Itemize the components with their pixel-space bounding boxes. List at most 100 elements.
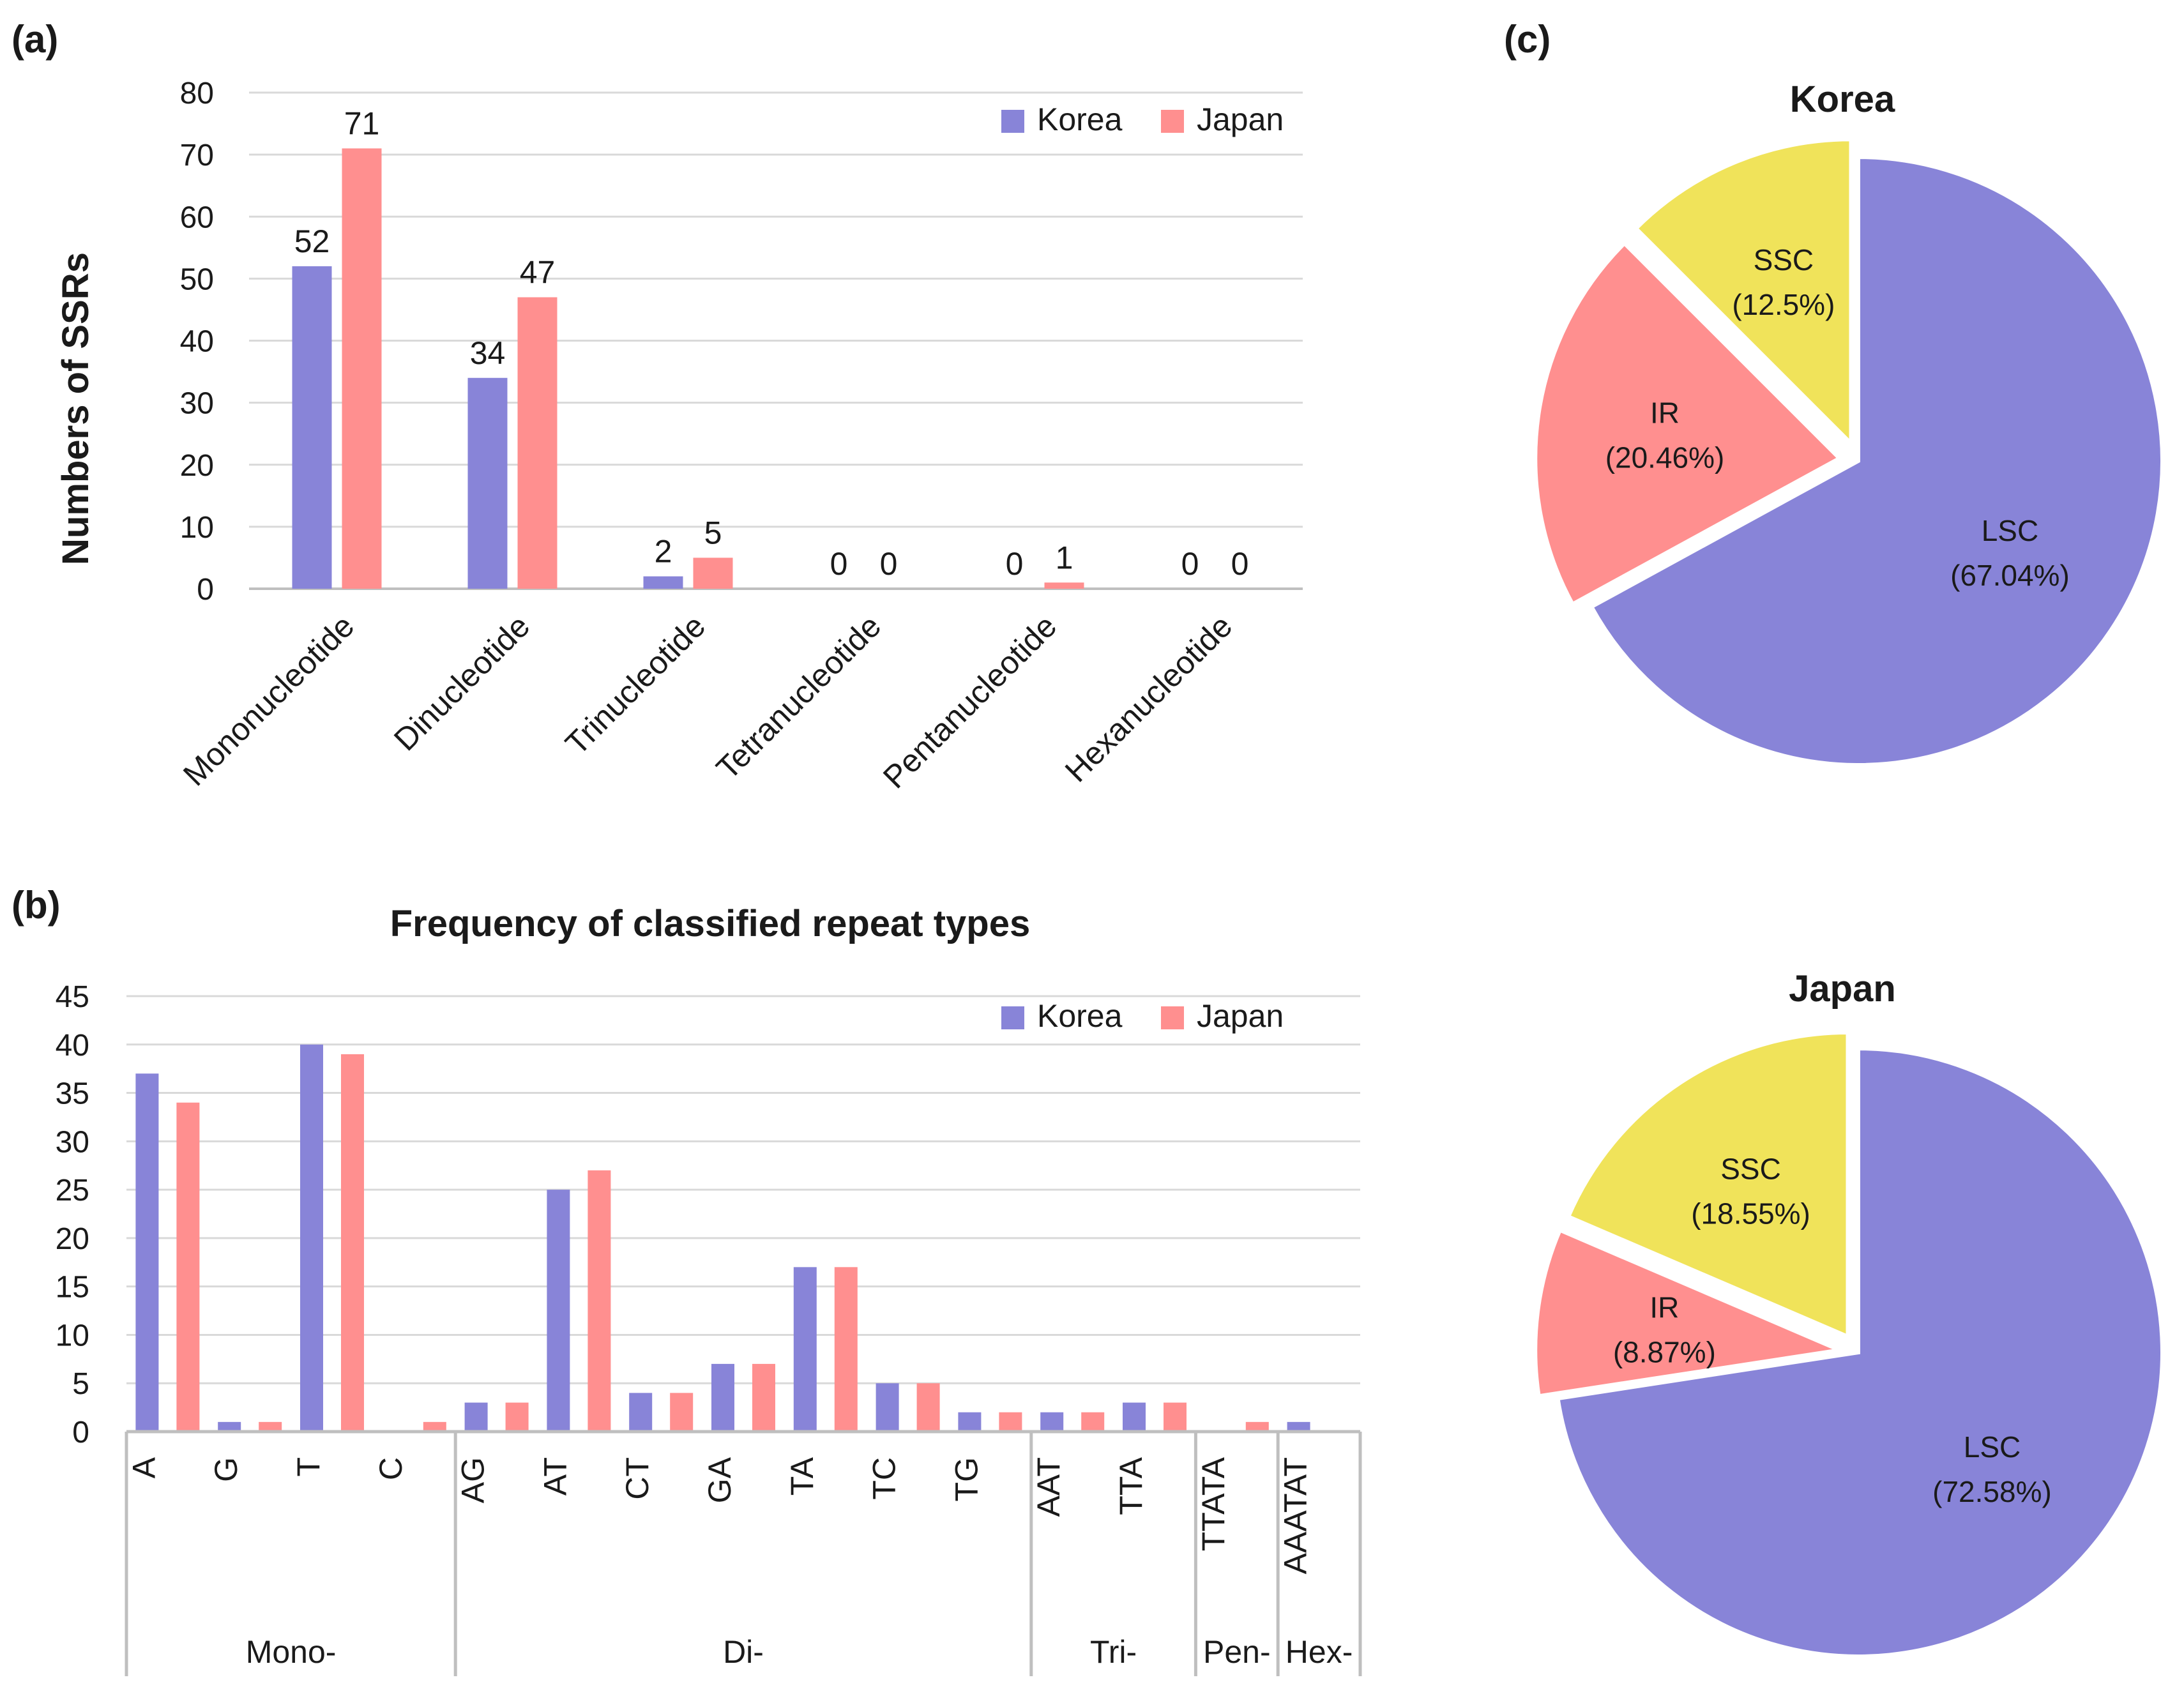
x-category-label: TG bbox=[948, 1457, 984, 1501]
pie-label: SSC bbox=[1754, 243, 1814, 276]
pie-slice-ir bbox=[1533, 1227, 1847, 1398]
y-tick-label: 10 bbox=[180, 511, 214, 545]
group-label: Hex- bbox=[1285, 1634, 1353, 1670]
chart-b-category-labels: A G T C AG AT CT GA TA TC TG AAT TTA TTATA AAATAT bbox=[126, 1457, 1313, 1574]
bar-korea-dinucleotide bbox=[467, 377, 508, 589]
bar-japan-tc bbox=[916, 1383, 940, 1432]
pie-korea: Korea LSC (67.04%) IR (20.46%) SSC (12.5%) bbox=[1533, 79, 2164, 767]
chart-b-gridlines bbox=[126, 995, 1360, 1433]
bar-korea-tta bbox=[1123, 1402, 1146, 1432]
y-tick-label: 45 bbox=[56, 980, 89, 1014]
data-label: 0 bbox=[1231, 546, 1249, 582]
bar-japan-tta bbox=[1164, 1402, 1187, 1432]
y-tick-label: 15 bbox=[56, 1271, 89, 1305]
bar-korea-g bbox=[218, 1421, 241, 1432]
y-tick-label: 80 bbox=[180, 77, 214, 110]
bar-japan-a bbox=[176, 1102, 200, 1432]
y-tick-label: 20 bbox=[180, 449, 214, 483]
pie-japan: Japan LSC (72.58%) IR (8.87%) SSC (18.55%) bbox=[1533, 968, 2164, 1658]
pie-slice-ir bbox=[1533, 240, 1843, 607]
bar-japan-g bbox=[259, 1421, 282, 1432]
bar-japan-trinucleotide bbox=[693, 557, 733, 589]
pie-slice-ssc bbox=[1633, 137, 1853, 448]
legend-japan-swatch bbox=[1161, 1006, 1184, 1029]
legend-korea-label: Korea bbox=[1037, 102, 1123, 137]
x-category-label: Trinucleotide bbox=[559, 608, 713, 762]
bar-korea-mononucleotide bbox=[292, 266, 332, 589]
pie-slice-lsc bbox=[1556, 1046, 2164, 1658]
chart-a-gridlines bbox=[249, 91, 1303, 590]
y-tick-label: 60 bbox=[180, 201, 214, 234]
x-category-label: GA bbox=[702, 1457, 738, 1503]
x-category-label: Hexanucleotide bbox=[1058, 608, 1239, 789]
bar-korea-at bbox=[547, 1190, 570, 1432]
group-label: Tri- bbox=[1090, 1634, 1137, 1670]
y-tick-label: 30 bbox=[56, 1125, 89, 1159]
bar-korea-tg bbox=[958, 1412, 982, 1432]
pie-korea-title: Korea bbox=[1790, 79, 1895, 120]
bar-japan-pentanucleotide bbox=[1044, 582, 1084, 589]
bar-korea-trinucleotide bbox=[643, 576, 683, 589]
legend-korea-label: Korea bbox=[1037, 998, 1123, 1034]
data-label: 0 bbox=[1006, 546, 1024, 582]
data-label: 0 bbox=[1181, 546, 1199, 582]
bar-japan-at bbox=[588, 1170, 611, 1432]
legend-korea-swatch bbox=[1001, 1006, 1024, 1029]
pie-percent: (72.58%) bbox=[1932, 1475, 2052, 1508]
chart-b-category-axis bbox=[125, 1430, 1362, 1676]
pie-label: LSC bbox=[1982, 514, 2038, 547]
bar-korea-aaatat bbox=[1287, 1421, 1310, 1432]
x-category-label: A bbox=[126, 1457, 162, 1478]
pie-label: IR bbox=[1649, 1291, 1679, 1324]
data-label: 47 bbox=[520, 255, 556, 291]
data-label: 2 bbox=[655, 534, 672, 570]
bar-korea-ta bbox=[793, 1267, 817, 1432]
y-tick-label: 0 bbox=[72, 1416, 89, 1450]
x-category-label: G bbox=[208, 1457, 244, 1482]
bar-korea-ag bbox=[464, 1402, 488, 1432]
group-label: Di- bbox=[723, 1634, 764, 1670]
pie-label: SSC bbox=[1720, 1152, 1781, 1185]
bar-japan-ag bbox=[505, 1402, 529, 1432]
y-tick-label: 25 bbox=[56, 1174, 89, 1208]
bar-japan-dinucleotide bbox=[517, 297, 557, 589]
x-category-label: TTATA bbox=[1195, 1457, 1231, 1551]
pie-percent: (12.5%) bbox=[1732, 288, 1835, 321]
pie-slice-ssc bbox=[1566, 1030, 1850, 1340]
y-tick-label: 70 bbox=[180, 139, 214, 172]
bar-japan-c bbox=[423, 1421, 446, 1432]
x-category-label: C bbox=[373, 1457, 409, 1480]
y-tick-label: 40 bbox=[180, 325, 214, 359]
panel-label-b: (b) bbox=[11, 884, 61, 927]
x-category-label: TA bbox=[784, 1457, 820, 1495]
data-label: 0 bbox=[830, 546, 848, 582]
chart-a-legend: Korea Japan bbox=[1001, 102, 1284, 137]
x-category-label: Mononucleotide bbox=[176, 608, 361, 792]
data-label: 1 bbox=[1056, 540, 1073, 575]
y-tick-label: 5 bbox=[72, 1367, 89, 1401]
x-category-label: CT bbox=[619, 1457, 655, 1500]
chart-a-y-axis-label: Numbers of SSRs bbox=[55, 252, 96, 565]
bar-japan-ga bbox=[752, 1363, 775, 1432]
panel-label-c: (c) bbox=[1504, 18, 1551, 61]
data-label: 0 bbox=[880, 546, 898, 582]
x-category-label: TC bbox=[867, 1457, 902, 1500]
panel-label-a: (a) bbox=[11, 18, 58, 61]
y-tick-label: 35 bbox=[56, 1077, 89, 1111]
bar-korea-tc bbox=[876, 1383, 899, 1432]
chart-b-group-labels: Mono- Di- Tri- Pen- Hex- bbox=[246, 1634, 1353, 1670]
bar-japan-mononucleotide bbox=[342, 148, 382, 589]
pie-slice-lsc bbox=[1589, 155, 2164, 767]
bar-japan-ttata bbox=[1245, 1421, 1269, 1432]
bar-japan-ct bbox=[670, 1393, 694, 1432]
bar-japan-t bbox=[341, 1054, 364, 1432]
y-tick-label: 10 bbox=[56, 1319, 89, 1352]
legend-japan-label: Japan bbox=[1197, 998, 1284, 1034]
pie-label: LSC bbox=[1964, 1430, 2021, 1464]
legend-japan-label: Japan bbox=[1197, 102, 1284, 137]
chart-a-bars bbox=[292, 148, 1084, 589]
bar-korea-ct bbox=[629, 1393, 653, 1432]
chart-a-y-ticks: 0 10 20 30 40 50 60 70 80 bbox=[180, 77, 214, 607]
